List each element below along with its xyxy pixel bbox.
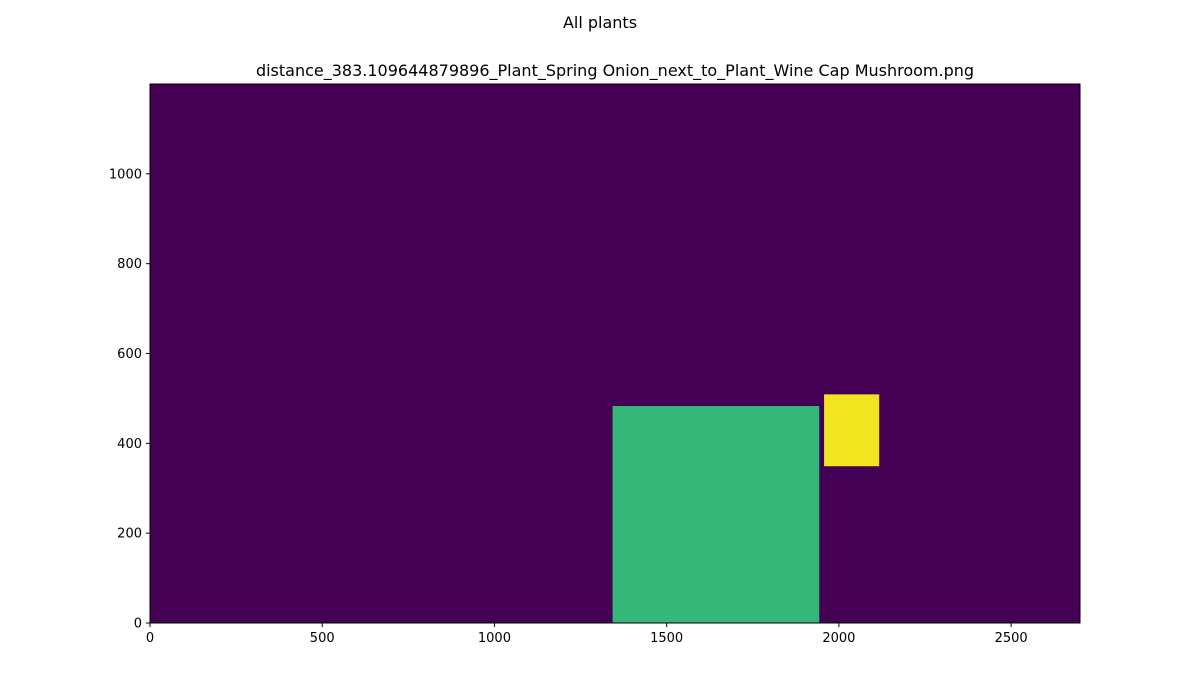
- y-tick-label: 200: [117, 527, 142, 542]
- chart-title: distance_383.109644879896_Plant_Spring O…: [256, 61, 974, 81]
- y-tick-label: 800: [117, 257, 142, 272]
- x-tick-label: 1500: [650, 631, 683, 646]
- figure-suptitle: All plants: [563, 13, 637, 32]
- x-tick-label: 0: [146, 631, 154, 646]
- x-tick-label: 2500: [995, 631, 1028, 646]
- x-tick-label: 1000: [478, 631, 511, 646]
- y-tick-label: 1000: [109, 167, 142, 182]
- x-axis: 0 500 1000 1500 2000 2500: [146, 623, 1028, 646]
- y-tick-label: 600: [117, 347, 142, 362]
- x-tick-label: 500: [310, 631, 335, 646]
- y-tick-label: 0: [134, 617, 142, 632]
- plant-region-1: [612, 406, 820, 623]
- plant-regions: [612, 394, 880, 623]
- y-tick-label: 400: [117, 437, 142, 452]
- plant-region-2: [824, 394, 880, 467]
- y-axis: 0 200 400 600 800 1000: [109, 167, 150, 632]
- x-tick-label: 2000: [822, 631, 855, 646]
